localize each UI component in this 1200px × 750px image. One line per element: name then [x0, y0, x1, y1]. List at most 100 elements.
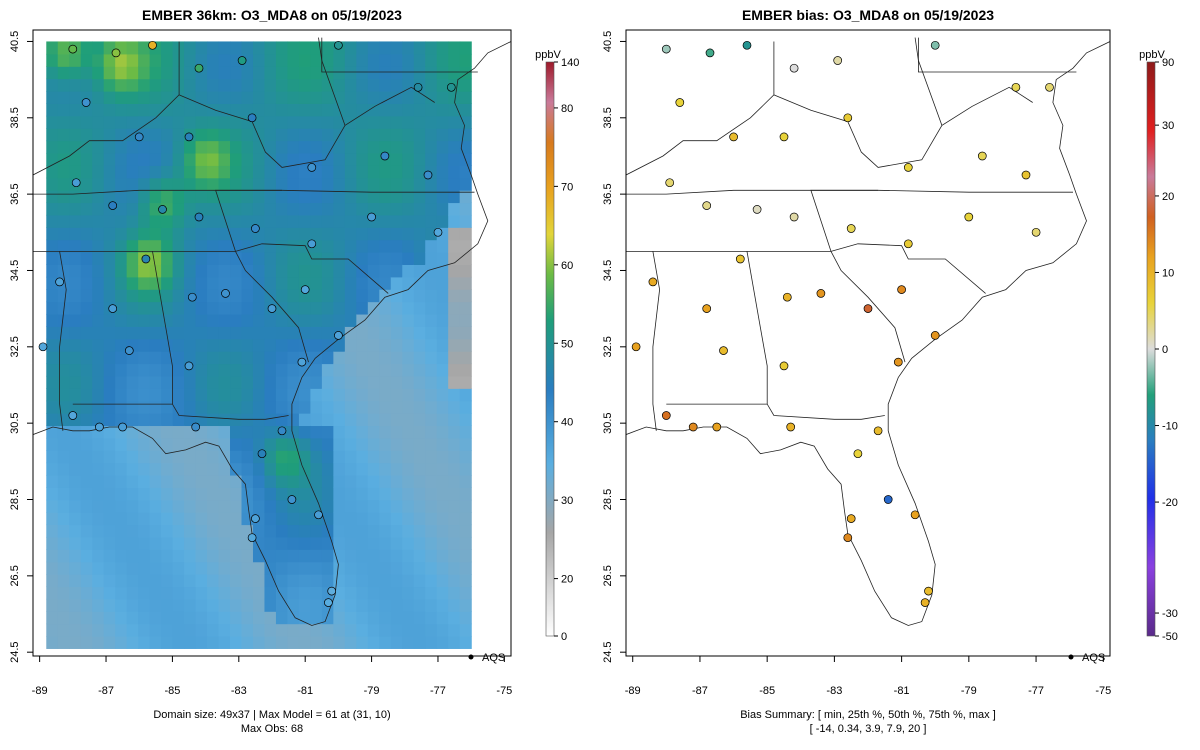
model-grid-cell	[275, 289, 289, 303]
model-grid-cell	[344, 375, 357, 389]
bias-site-marker	[1021, 170, 1031, 180]
model-grid-cell	[390, 351, 403, 365]
model-grid-cell	[310, 623, 323, 637]
state-boundaries	[33, 37, 511, 626]
observation-site-marker	[267, 304, 277, 313]
observation-site-marker	[134, 132, 144, 142]
model-grid-cell	[230, 165, 243, 179]
model-grid-cell	[57, 177, 70, 191]
model-grid-cell	[230, 437, 243, 451]
model-grid-cell	[184, 487, 197, 501]
model-grid-cell	[161, 635, 174, 649]
model-grid-cell	[275, 128, 289, 142]
model-grid-cell	[264, 91, 277, 104]
observation-site-marker	[297, 357, 307, 367]
model-grid-cell	[436, 115, 449, 129]
model-grid-cell	[92, 598, 105, 612]
model-grid-cell	[138, 474, 151, 488]
model-grid-cell	[218, 128, 231, 142]
model-grid-cell	[126, 326, 139, 340]
model-grid-cell	[413, 115, 426, 129]
model-grid-cell	[367, 313, 380, 327]
model-grid-cell	[402, 214, 415, 228]
model-grid-cell	[413, 66, 426, 80]
model-grid-cell	[69, 586, 82, 600]
model-grid-cell	[103, 561, 116, 575]
model-grid-cell	[195, 623, 208, 637]
model-grid-cell	[333, 289, 346, 303]
observation-site-marker	[324, 598, 333, 607]
model-grid-cell	[218, 598, 231, 612]
model-grid-cell	[184, 202, 197, 216]
model-grid-cell	[448, 450, 461, 464]
model-grid-cell	[321, 177, 334, 191]
model-grid-cell	[138, 462, 151, 476]
model-grid-cell	[459, 375, 472, 389]
observation-site-marker	[334, 331, 343, 340]
model-grid-cell	[138, 450, 151, 464]
bias-site-marker	[816, 289, 826, 298]
model-grid-cell	[367, 635, 380, 649]
model-grid-cell	[126, 177, 139, 191]
model-grid-cell	[184, 462, 197, 476]
model-grid-cell	[218, 549, 231, 563]
model-grid-cell	[138, 301, 151, 315]
observation-site-marker	[184, 361, 194, 371]
model-grid-cell	[149, 450, 162, 464]
model-grid-cell	[321, 264, 334, 278]
model-grid-cell	[275, 276, 289, 290]
model-grid-cell	[103, 239, 116, 253]
model-grid-cell	[69, 474, 82, 488]
observation-site-marker	[221, 289, 230, 298]
model-grid-cell	[115, 400, 128, 414]
model-grid-cell	[207, 103, 220, 117]
model-grid-cell	[80, 338, 93, 352]
model-grid-cell	[195, 78, 208, 92]
model-grid-cell	[69, 239, 82, 253]
model-grid-cell	[172, 301, 185, 315]
model-grid-cell	[333, 351, 346, 365]
model-grid-cell	[172, 338, 185, 352]
model-grid-cell	[379, 413, 392, 427]
model-grid-cell	[402, 165, 415, 179]
model-grid-cell	[126, 474, 139, 488]
model-grid-cell	[459, 635, 472, 649]
model-grid-cell	[138, 437, 151, 451]
model-grid-cell	[218, 375, 231, 389]
model-grid-cell	[207, 549, 220, 563]
model-grid-cell	[115, 487, 128, 501]
model-grid-cell	[46, 53, 59, 67]
model-grid-cell	[287, 363, 300, 377]
model-grid-cell	[459, 301, 472, 315]
model-grid-cell	[69, 264, 82, 278]
bias-x-axis: -89 -87 -85 -83 -81 -79 -77 -75	[625, 656, 1111, 697]
model-grid-cell	[402, 611, 415, 625]
model-grid-cell	[103, 276, 116, 290]
model-grid-cell	[321, 128, 334, 142]
model-grid-cell	[390, 140, 403, 154]
model-grid-cell	[390, 425, 403, 439]
model-grid-cell	[275, 41, 289, 55]
model-grid-cell	[275, 140, 289, 154]
model-grid-cell	[103, 499, 116, 513]
y-tick-label: 32.5	[602, 336, 614, 357]
model-grid-cell	[230, 338, 243, 352]
model-grid-cell	[390, 289, 403, 303]
model-grid-cell	[218, 276, 231, 290]
model-grid-cell	[413, 276, 426, 290]
model-grid-cell	[275, 388, 289, 402]
model-grid-cell	[184, 338, 197, 352]
model-grid-cell	[379, 351, 392, 365]
model-grid-cell	[436, 635, 449, 649]
model-grid-cell	[172, 252, 185, 265]
model-grid-cell	[425, 53, 438, 67]
model-grid-cell	[436, 549, 449, 563]
model-grid-cell	[356, 623, 369, 637]
model-grid-cell	[275, 91, 289, 104]
model-grid-cell	[298, 214, 311, 228]
model-grid-cell	[57, 499, 70, 513]
model-grid-cell	[69, 536, 82, 550]
model-grid-cell	[92, 239, 105, 253]
model-grid-cell	[46, 313, 59, 327]
model-grid-cell	[46, 214, 59, 228]
